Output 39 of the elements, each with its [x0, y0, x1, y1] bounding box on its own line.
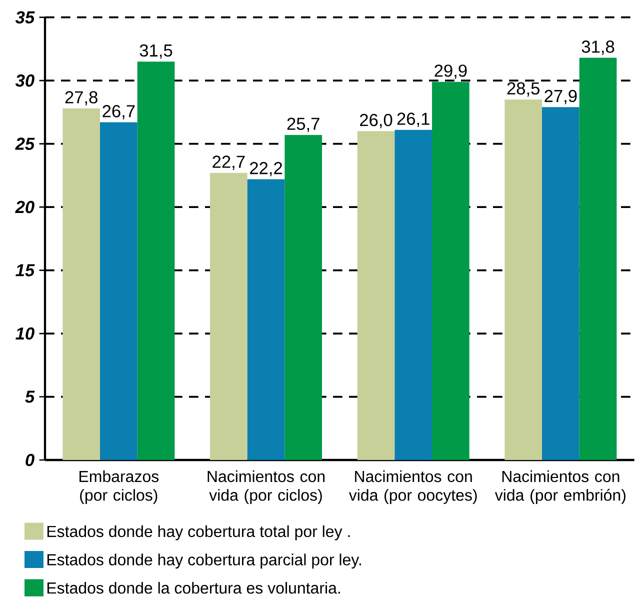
data-label: 27,8: [65, 91, 98, 106]
bar: [137, 62, 175, 460]
legend-label: Estados donde hay cobertura parcial por ley.: [47, 554, 361, 569]
x-tick-label: Nacimientos con vida (por oocytes): [348, 470, 477, 504]
data-label: 27,9: [544, 90, 577, 104]
bar: [62, 108, 100, 460]
y-tick-label: 35: [15, 11, 35, 24]
bar: [247, 179, 285, 460]
data-label: 31,5: [140, 44, 172, 59]
legend-label: Estados donde la cobertura es voluntaria.: [47, 582, 340, 594]
x-tick-label: Embarazos (por ciclos): [80, 470, 159, 504]
data-label: 28,5: [507, 82, 540, 97]
x-tick-label: Nacimientos con vida (por ciclos): [208, 470, 325, 504]
bar: [579, 58, 617, 460]
bar: [432, 82, 470, 460]
bar: [542, 107, 580, 460]
y-tick-label: 25: [15, 138, 35, 150]
bar: [357, 131, 395, 460]
data-label: 22,2: [250, 162, 282, 176]
y-tick-label: 20: [15, 200, 34, 214]
x-tick-label: Nacimientos con vida (por embrión): [494, 470, 626, 504]
data-label: 25,7: [287, 118, 320, 132]
y-tick-label: 5: [25, 390, 35, 403]
bar: [284, 134, 322, 460]
bar: [100, 122, 138, 460]
data-label: 29,9: [434, 64, 467, 79]
bar: [394, 130, 432, 460]
data-label: 31,8: [582, 40, 614, 55]
y-tick-label: 30: [15, 74, 34, 87]
legend-label: Estados donde hay cobertura total por ley .: [47, 525, 350, 540]
data-label: 22,7: [212, 156, 245, 170]
data-label: 26,0: [360, 114, 392, 128]
y-tick-label: 15: [16, 264, 35, 276]
bar: [504, 100, 542, 460]
data-label: 26,7: [102, 105, 135, 120]
y-tick-label: 0: [26, 454, 34, 466]
bar: [210, 172, 248, 460]
y-tick-label: 10: [16, 327, 34, 340]
data-label: 26,1: [397, 112, 430, 127]
